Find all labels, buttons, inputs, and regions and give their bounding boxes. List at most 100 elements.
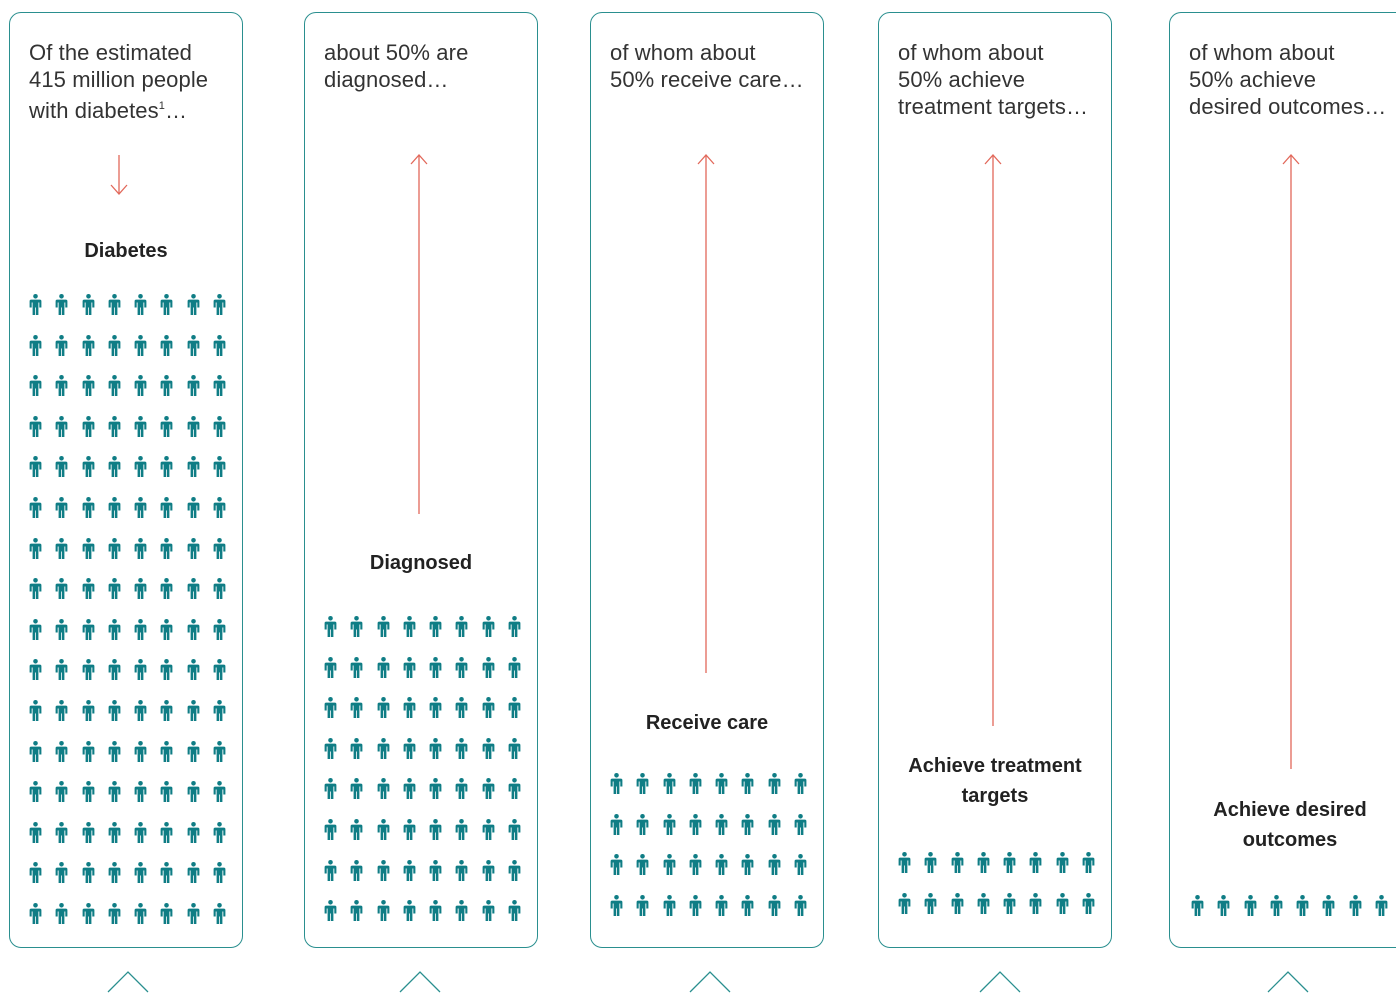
- person-icon: [765, 894, 784, 916]
- person-icon: [105, 821, 124, 843]
- person-icon: [26, 294, 45, 315]
- person-icon: [131, 415, 150, 437]
- person-icon: [426, 900, 445, 922]
- person-icon: [26, 902, 45, 924]
- person-icon: [184, 456, 203, 478]
- person-icon: [184, 740, 203, 762]
- person-icon: [52, 537, 71, 559]
- person-icon: [347, 818, 366, 840]
- person-icon: [374, 656, 393, 678]
- person-icon: [79, 821, 98, 843]
- person-icon: [157, 699, 176, 721]
- person-icon: [452, 737, 471, 759]
- person-icon: [105, 537, 124, 559]
- person-icon: [131, 537, 150, 559]
- person-icon: [105, 578, 124, 600]
- person-icon: [895, 892, 914, 914]
- person-icon: [479, 859, 498, 881]
- person-icon: [52, 781, 71, 803]
- stage-intro-text: of whom about 50% achieve desired outcom…: [1189, 40, 1387, 119]
- person-icon: [686, 854, 705, 876]
- person-icon: [452, 900, 471, 922]
- person-icon: [712, 894, 731, 916]
- person-icon: [79, 294, 98, 315]
- person-icon: [105, 699, 124, 721]
- person-icon: [52, 659, 71, 681]
- chevron-up-icon: [689, 971, 731, 993]
- person-icon: [921, 892, 940, 914]
- person-icon: [660, 813, 679, 835]
- person-icon: [1346, 895, 1365, 916]
- person-icon: [131, 294, 150, 315]
- person-icon: [131, 334, 150, 356]
- person-icon: [347, 859, 366, 881]
- stage-label: Achieve desired outcomes: [1213, 799, 1367, 851]
- person-icon: [400, 900, 419, 922]
- person-icon: [321, 818, 340, 840]
- person-icon: [52, 456, 71, 478]
- person-icon: [426, 697, 445, 719]
- person-icon: [686, 894, 705, 916]
- person-icon: [105, 618, 124, 640]
- stage-label: Receive care: [645, 712, 769, 734]
- person-icon: [157, 334, 176, 356]
- person-icon: [765, 854, 784, 876]
- stage-column-diagnosed: about 50% are diagnosed… Diagnosed: [304, 12, 538, 948]
- person-icon: [79, 537, 98, 559]
- person-icon: [131, 781, 150, 803]
- person-icon: [452, 778, 471, 800]
- person-icon: [131, 618, 150, 640]
- person-icon: [79, 496, 98, 518]
- person-icon: [210, 618, 229, 640]
- person-icon: [157, 415, 176, 437]
- person-icon: [765, 813, 784, 835]
- person-icon: [184, 902, 203, 924]
- person-icon: [686, 773, 705, 794]
- chevron-up-icon: [979, 971, 1021, 993]
- person-icon: [157, 659, 176, 681]
- person-icon: [400, 616, 419, 637]
- person-icon: [607, 773, 626, 794]
- person-icon: [791, 813, 810, 835]
- person-icon: [26, 821, 45, 843]
- person-icon: [321, 737, 340, 759]
- person-icon: [52, 334, 71, 356]
- person-icon: [157, 537, 176, 559]
- person-icon: [374, 697, 393, 719]
- person-icon: [1372, 895, 1391, 916]
- person-icon: [974, 892, 993, 914]
- person-icon: [157, 740, 176, 762]
- person-icon: [157, 578, 176, 600]
- person-icon: [1053, 852, 1072, 873]
- person-icon: [184, 618, 203, 640]
- person-icon: [347, 656, 366, 678]
- person-icon: [52, 699, 71, 721]
- person-icon: [1026, 852, 1045, 873]
- person-icon: [479, 697, 498, 719]
- person-icon: [210, 902, 229, 924]
- person-icon: [210, 699, 229, 721]
- arrow-up-icon: [410, 154, 428, 514]
- person-icon: [607, 854, 626, 876]
- person-icon: [131, 578, 150, 600]
- person-icon: [184, 294, 203, 315]
- person-icon: [347, 697, 366, 719]
- person-icon: [321, 778, 340, 800]
- person-icon: [184, 578, 203, 600]
- arrow-up-icon: [697, 154, 715, 673]
- person-icon: [210, 740, 229, 762]
- person-icon: [400, 778, 419, 800]
- person-icon: [686, 813, 705, 835]
- person-icon: [105, 659, 124, 681]
- person-icon: [52, 578, 71, 600]
- person-icon: [184, 375, 203, 397]
- person-icon: [157, 618, 176, 640]
- person-icon: [974, 852, 993, 873]
- person-icon: [1026, 892, 1045, 914]
- person-icon: [26, 375, 45, 397]
- person-icon: [210, 294, 229, 315]
- person-icon: [131, 699, 150, 721]
- person-icon: [921, 852, 940, 873]
- people-grid: [607, 773, 810, 916]
- person-icon: [131, 659, 150, 681]
